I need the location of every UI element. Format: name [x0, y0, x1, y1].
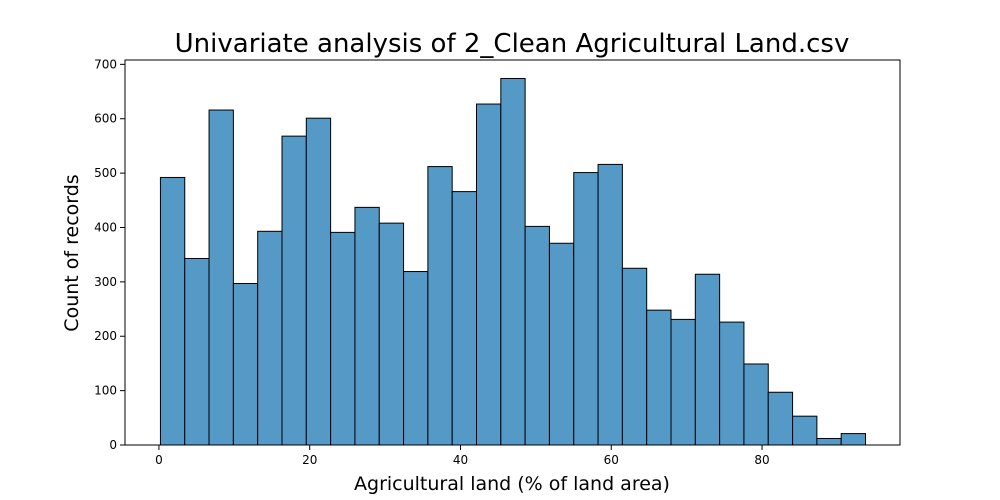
histogram-bar: [840, 433, 867, 446]
histogram-bar: [354, 206, 380, 446]
histogram-bar: [500, 77, 526, 446]
histogram-bar: [427, 166, 453, 446]
histogram-bar: [281, 135, 307, 446]
histogram-bar: [767, 391, 794, 446]
y-tick-label: 300: [94, 275, 117, 289]
histogram-bar: [743, 363, 769, 446]
histogram-bar: [403, 271, 429, 446]
histogram-bar: [646, 309, 672, 446]
histogram-bar: [792, 415, 818, 446]
x-tick-label: 60: [604, 453, 619, 467]
x-tick-label: 20: [302, 453, 317, 467]
histogram-bar: [548, 242, 575, 446]
x-tick-label: 80: [754, 453, 769, 467]
histogram-bar: [232, 282, 259, 446]
plot-frame: [124, 59, 901, 446]
x-tick-label: 0: [155, 453, 163, 467]
histogram-bar: [330, 231, 356, 446]
y-tick-label: 600: [94, 112, 117, 126]
bars-group: [159, 77, 867, 446]
y-tick-label: 500: [94, 166, 117, 180]
histogram-bar: [694, 273, 721, 446]
histogram-bar: [476, 103, 502, 446]
histogram-bar: [621, 267, 648, 446]
histogram-bar: [524, 225, 550, 446]
y-tick-label: 700: [94, 57, 117, 71]
x-axis: 0 20 40 60 80: [155, 445, 770, 467]
histogram-bar: [208, 109, 234, 446]
y-tick-label: 400: [94, 220, 117, 234]
histogram-bar: [719, 321, 745, 446]
x-axis-label: Agricultural land (% of land area): [354, 473, 670, 495]
histogram-bar: [816, 437, 842, 446]
y-axis-label: Count of records: [61, 174, 83, 331]
histogram-bar: [378, 222, 405, 446]
y-tick-label: 100: [94, 384, 117, 398]
x-tick-label: 40: [453, 453, 468, 467]
histogram-bar: [257, 230, 283, 446]
histogram-bar: [184, 257, 210, 446]
chart-title: Univariate analysis of 2_Clean Agricultu…: [175, 29, 850, 59]
y-axis: 0 100 200 300 400 500 600 700: [94, 57, 125, 452]
histogram-bar: [573, 172, 599, 446]
y-tick-label: 0: [109, 438, 117, 452]
histogram-bar: [305, 117, 332, 446]
histogram-bar: [159, 176, 186, 446]
histogram-bar: [451, 191, 478, 446]
histogram-bar: [597, 163, 623, 446]
histogram-bar: [670, 318, 696, 446]
y-tick-label: 200: [94, 329, 117, 343]
